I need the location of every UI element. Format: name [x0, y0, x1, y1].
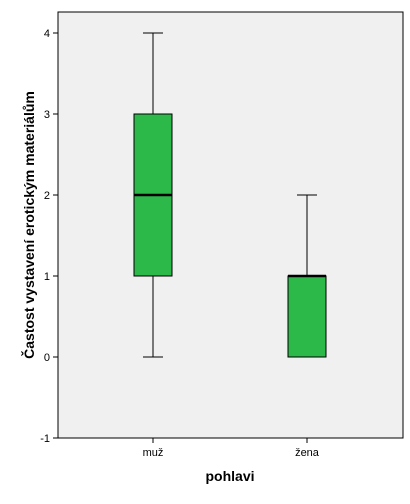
y-tick-label: -1 [40, 433, 50, 445]
y-tick-label: 1 [44, 271, 50, 283]
x-axis-title: pohlavi [205, 468, 254, 484]
x-tick-label: žena [295, 447, 320, 459]
x-tick-label: muž [143, 447, 164, 459]
box-1 [133, 32, 173, 358]
box-body [287, 275, 327, 358]
y-tick-label: 2 [44, 190, 50, 202]
box-2 [287, 194, 327, 358]
x-axis: muž žena [143, 438, 320, 459]
y-tick-label: 4 [44, 28, 50, 40]
y-tick-label: 3 [44, 109, 50, 121]
plot-area [57, 11, 404, 439]
y-tick-label: 0 [44, 352, 50, 364]
boxes [133, 32, 327, 358]
y-axis-title: Častost vystavení erotickým materiálům [20, 91, 37, 359]
y-axis: -1 0 1 2 3 4 [40, 28, 58, 445]
